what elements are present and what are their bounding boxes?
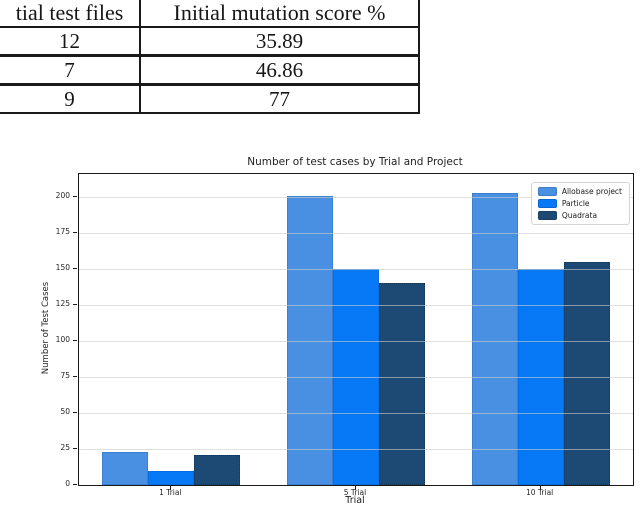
legend-label: Allobase project bbox=[561, 187, 622, 196]
bar-allobase-project bbox=[287, 195, 333, 485]
table-cell-mutation-score: 77 bbox=[140, 84, 420, 114]
x-tick-mark bbox=[170, 485, 172, 490]
gridline bbox=[79, 305, 633, 307]
legend-label: Quadrata bbox=[561, 211, 598, 220]
plot-area bbox=[78, 173, 634, 486]
bar-quadrata bbox=[379, 283, 425, 485]
bar-quadrata bbox=[194, 454, 241, 485]
legend-swatch-quadrata bbox=[537, 211, 557, 220]
legend-label: Particle bbox=[561, 199, 590, 208]
y-tick-mark bbox=[73, 484, 77, 485]
table-row: 7 46.86 bbox=[0, 55, 420, 86]
y-tick-label: 200 bbox=[55, 191, 70, 201]
y-tick-mark bbox=[73, 376, 77, 377]
chart-legend: Allobase project Particle Quadrata bbox=[530, 182, 630, 225]
bar-particle bbox=[148, 470, 195, 485]
y-tick-mark bbox=[73, 340, 77, 342]
y-tick-label: 125 bbox=[55, 299, 70, 309]
y-tick-mark bbox=[73, 412, 77, 413]
gridline bbox=[79, 233, 633, 235]
y-axis-label: Number of Test Cases bbox=[41, 281, 51, 375]
x-tick-label: 10 Trial bbox=[526, 488, 554, 497]
legend-swatch-allobase-project bbox=[537, 187, 557, 196]
y-tick-mark bbox=[73, 304, 77, 306]
mutation-score-table: tial test files Initial mutation score %… bbox=[0, 0, 420, 114]
gridline bbox=[79, 341, 633, 343]
gridline bbox=[79, 197, 633, 199]
legend-entry: Quadrata bbox=[537, 211, 622, 220]
bar-quadrata bbox=[563, 261, 610, 485]
y-tick-label: 50 bbox=[60, 407, 70, 416]
table-row: 9 77 bbox=[0, 84, 420, 114]
y-tick-mark bbox=[73, 448, 77, 449]
table-cell-mutation-score: 35.89 bbox=[140, 27, 420, 57]
table-cell-test-files: 7 bbox=[0, 55, 141, 86]
y-tick-label: 75 bbox=[60, 371, 70, 380]
table-cell-test-files: 12 bbox=[0, 27, 141, 57]
table-header-row: tial test files Initial mutation score % bbox=[0, 0, 420, 28]
table-row: 12 35.89 bbox=[0, 27, 420, 57]
y-tick-label: 175 bbox=[55, 227, 70, 237]
table-header-mutation-score: Initial mutation score % bbox=[140, 0, 420, 28]
gridline bbox=[79, 449, 633, 450]
x-tick-label: 5 Trial bbox=[343, 488, 367, 497]
y-tick-label: 25 bbox=[60, 443, 70, 452]
table-header-test-files: tial test files bbox=[0, 0, 141, 28]
gridline bbox=[79, 413, 633, 414]
bar-allobase-project bbox=[471, 192, 518, 485]
x-tick-mark bbox=[355, 485, 356, 490]
legend-swatch-particle bbox=[537, 199, 557, 208]
x-tick-mark bbox=[539, 485, 541, 490]
legend-entry: Allobase project bbox=[537, 187, 622, 196]
y-tick-mark bbox=[73, 268, 77, 270]
y-tick-mark bbox=[73, 196, 77, 198]
x-tick-label: 1 Trial bbox=[159, 488, 182, 497]
table-cell-test-files: 9 bbox=[0, 84, 141, 114]
chart-title: Number of test cases by Trial and Projec… bbox=[247, 156, 463, 168]
legend-entry: Particle bbox=[537, 199, 622, 208]
x-axis-label: Trial bbox=[345, 495, 365, 506]
y-tick-label: 150 bbox=[55, 263, 70, 273]
y-tick-label: 100 bbox=[55, 335, 70, 345]
y-tick-label: 0 bbox=[65, 479, 70, 488]
gridline bbox=[79, 269, 633, 271]
bar-allobase-project bbox=[102, 451, 149, 485]
table-cell-mutation-score: 46.86 bbox=[140, 55, 420, 86]
y-tick-mark bbox=[73, 232, 77, 234]
gridline bbox=[79, 377, 633, 378]
